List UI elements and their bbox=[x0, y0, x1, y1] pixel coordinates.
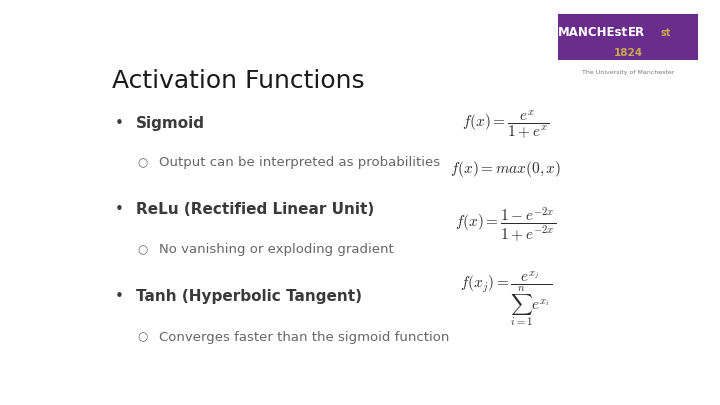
Text: 1824: 1824 bbox=[613, 48, 643, 58]
Text: •: • bbox=[115, 116, 124, 131]
Text: $f(x_j) = \dfrac{e^{x_j}}{\sum_{i=1}^{n} e^{x_i}}$: $f(x_j) = \dfrac{e^{x_j}}{\sum_{i=1}^{n}… bbox=[459, 270, 552, 329]
Text: No vanishing or exploding gradient: No vanishing or exploding gradient bbox=[158, 243, 393, 256]
Text: •: • bbox=[115, 202, 124, 217]
Text: ER: ER bbox=[628, 26, 645, 39]
Text: $f(x) = max(0, x)$: $f(x) = max(0, x)$ bbox=[450, 159, 562, 179]
Text: ReLu (Rectified Linear Unit): ReLu (Rectified Linear Unit) bbox=[136, 202, 374, 217]
Text: Activation Functions: Activation Functions bbox=[112, 69, 365, 93]
Text: The University of Manchester: The University of Manchester bbox=[582, 70, 675, 75]
Text: •: • bbox=[115, 289, 124, 304]
Text: Output can be interpreted as probabilities: Output can be interpreted as probabiliti… bbox=[158, 156, 440, 169]
Text: Tanh (Hyperbolic Tangent): Tanh (Hyperbolic Tangent) bbox=[136, 289, 362, 304]
Text: ○: ○ bbox=[138, 243, 148, 256]
Text: Converges faster than the sigmoid function: Converges faster than the sigmoid functi… bbox=[158, 330, 449, 343]
Text: ○: ○ bbox=[138, 330, 148, 343]
Text: $f(x) = \dfrac{e^x}{1+e^x}$: $f(x) = \dfrac{e^x}{1+e^x}$ bbox=[462, 109, 549, 141]
Text: Sigmoid: Sigmoid bbox=[136, 116, 205, 131]
Text: st: st bbox=[661, 28, 671, 38]
Text: $f(x) = \dfrac{1 - e^{-2x}}{1 + e^{-2x}}$: $f(x) = \dfrac{1 - e^{-2x}}{1 + e^{-2x}}… bbox=[455, 206, 557, 244]
Text: MANCHEst: MANCHEst bbox=[558, 26, 628, 39]
Text: ○: ○ bbox=[138, 156, 148, 169]
FancyBboxPatch shape bbox=[558, 14, 698, 60]
